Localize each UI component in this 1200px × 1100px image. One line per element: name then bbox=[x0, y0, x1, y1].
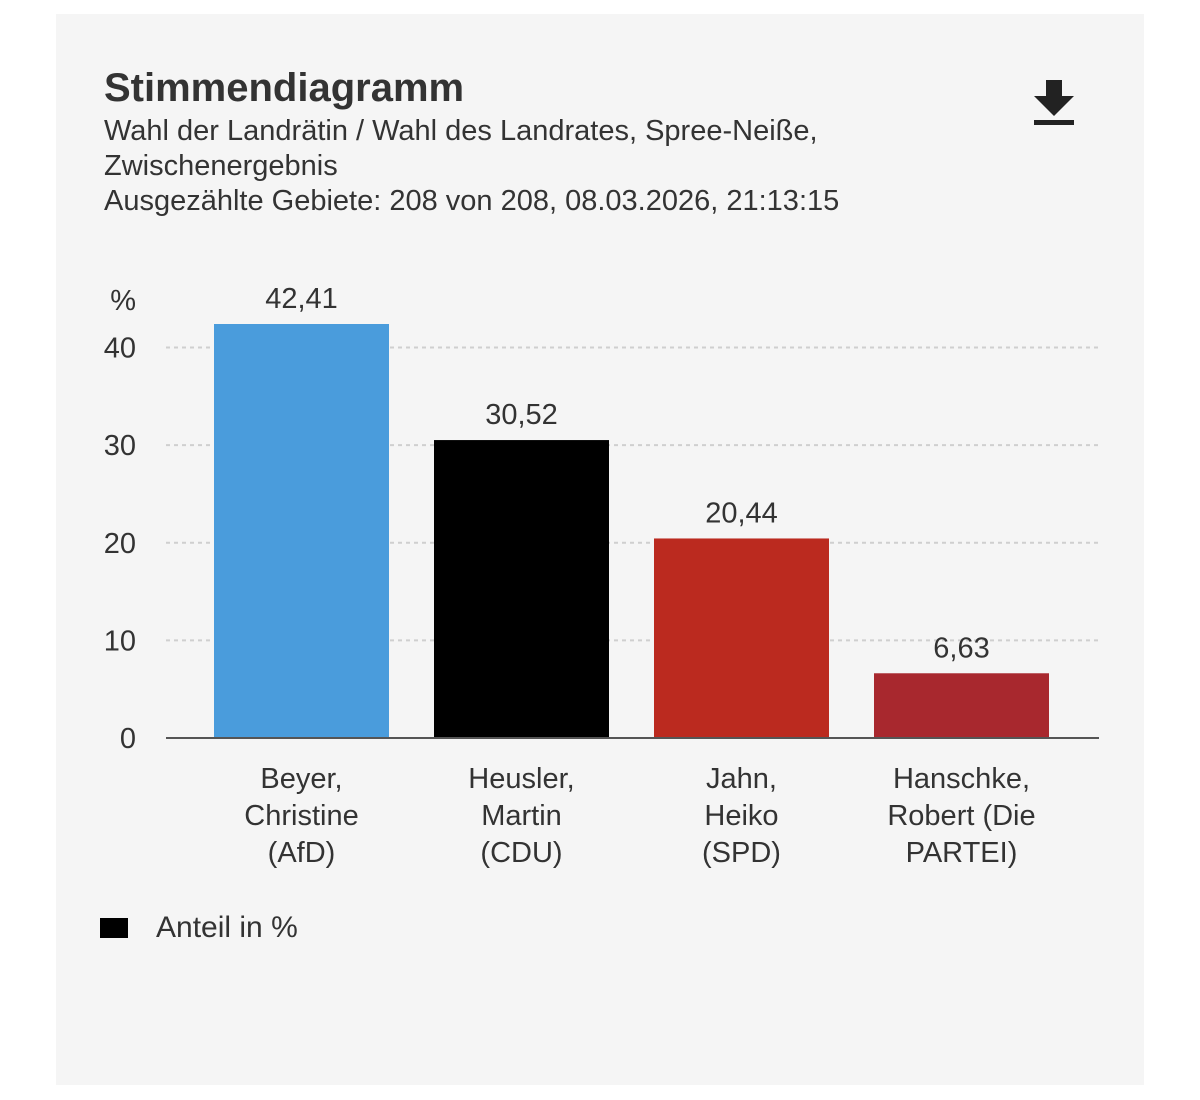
x-category-label: Robert (Die bbox=[887, 800, 1035, 832]
y-tick-label: 30 bbox=[104, 430, 136, 462]
bar bbox=[434, 440, 609, 738]
chart-card: Stimmendiagramm Wahl der Landrätin / Wah… bbox=[56, 14, 1144, 1085]
x-category-label: (CDU) bbox=[480, 837, 562, 869]
x-category-label: PARTEI) bbox=[906, 837, 1018, 869]
subtitle-line-status: Zwischenergebnis bbox=[104, 150, 338, 182]
chart-subtitle: Wahl der Landrätin / Wahl des Landrates,… bbox=[104, 114, 1004, 219]
legend: Anteil in % bbox=[100, 908, 298, 948]
y-tick-label: 0 bbox=[120, 723, 136, 755]
x-category-label: Heusler, bbox=[468, 763, 574, 795]
chart-title: Stimmendiagramm bbox=[104, 66, 465, 110]
subtitle-line-election: Wahl der Landrätin / Wahl des Landrates,… bbox=[104, 115, 818, 147]
bar-value-label: 6,63 bbox=[933, 632, 989, 664]
bar-value-label: 42,41 bbox=[265, 283, 338, 315]
bar-value-label: 20,44 bbox=[705, 497, 778, 529]
x-category-label: Christine bbox=[244, 800, 358, 832]
bar bbox=[654, 538, 829, 738]
y-tick-label: 20 bbox=[104, 528, 136, 560]
x-category-label: Jahn, bbox=[706, 763, 777, 795]
x-category-label: Beyer, bbox=[260, 763, 342, 795]
y-tick-label: 10 bbox=[104, 625, 136, 657]
x-category-label: (SPD) bbox=[702, 837, 781, 869]
download-button[interactable] bbox=[1028, 76, 1080, 132]
x-category-label: Hanschke, bbox=[893, 763, 1030, 795]
x-category-label: Martin bbox=[481, 800, 562, 832]
subtitle-line-counted: Ausgezählte Gebiete: 208 von 208, 08.03.… bbox=[104, 185, 840, 217]
bar bbox=[214, 324, 389, 738]
legend-swatch bbox=[100, 918, 128, 938]
y-tick-label: 40 bbox=[104, 333, 136, 365]
x-category-label: Heiko bbox=[704, 800, 778, 832]
bar-chart: 0 10 20 30 40% 42,41 Beyer, Christine (AfD) 30,52… bbox=[104, 283, 1099, 869]
bar bbox=[874, 673, 1049, 738]
bar-value-label: 30,52 bbox=[485, 399, 558, 431]
legend-label: Anteil in % bbox=[156, 911, 298, 944]
y-axis-label: % bbox=[110, 285, 136, 317]
download-icon bbox=[1034, 80, 1074, 125]
x-category-label: (AfD) bbox=[268, 837, 336, 869]
